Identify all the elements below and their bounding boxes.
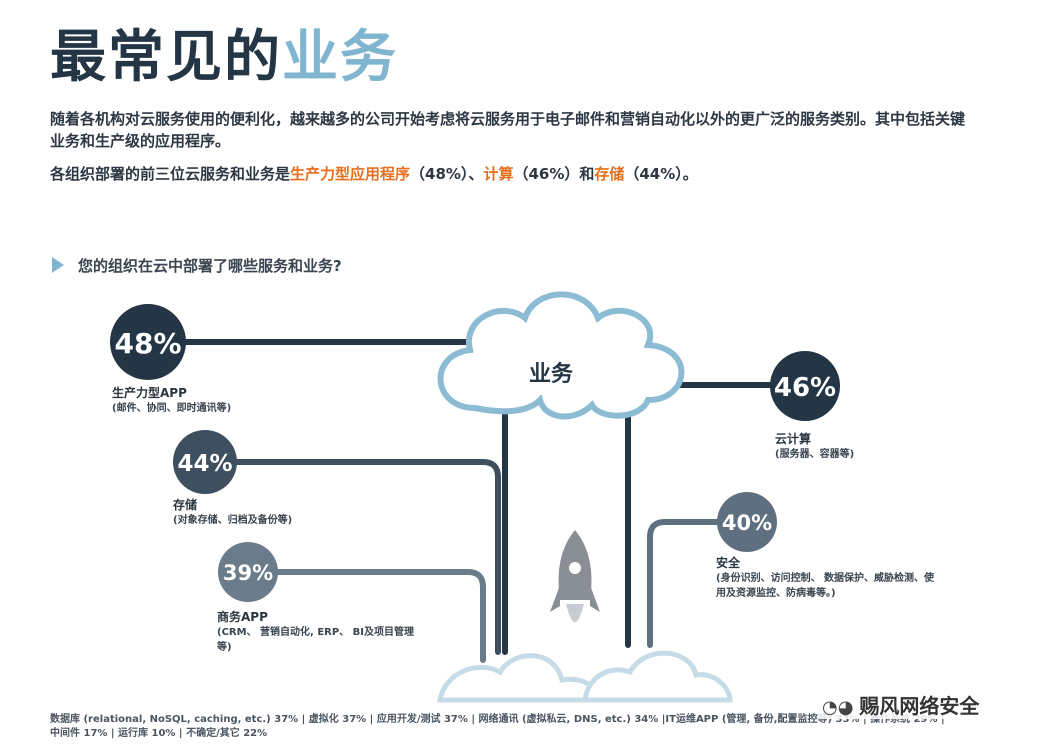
label-storage-name: 存储	[173, 498, 198, 512]
bubble-productivity	[110, 304, 186, 380]
wechat-icon: ◔◕	[822, 697, 854, 718]
summary-prefix: 各组织部署的前三位云服务和业务是	[50, 165, 291, 183]
title-accent: 业务	[282, 25, 398, 90]
label-business: 商务APP (CRM、 营销自动化, ERP、 BI及项目管理等)	[217, 610, 417, 655]
top-three-summary: 各组织部署的前三位云服务和业务是生产力型应用程序（48%）、计算（46%）和存储…	[50, 163, 698, 185]
label-productivity: 生产力型APP (邮件、协同、即时通讯等)	[112, 386, 372, 416]
value-productivity: 48%	[114, 327, 181, 360]
top2-pct: （46%）和	[513, 165, 595, 183]
watermark: ◔◕ 赐风网络安全	[818, 690, 984, 719]
label-security-name: 安全	[716, 556, 741, 570]
bottom-cloud-left	[437, 653, 603, 703]
top1-pct: （48%）、	[410, 165, 484, 183]
bubble-security	[717, 492, 777, 552]
connector-business	[245, 569, 486, 663]
value-compute: 46%	[774, 373, 836, 403]
label-storage-desc: (对象存储、归档及备份等)	[173, 515, 293, 526]
other-services-footer: 数据库 (relational, NoSQL, caching, etc.) 3…	[50, 713, 1010, 741]
rocket-icon	[550, 530, 600, 622]
bottom-cloud-right	[582, 650, 733, 703]
label-security-desc: (身份识别、访问控制、 数据保护、威胁检测、使用及资源监控、防病毒等。)	[716, 573, 935, 599]
value-storage: 44%	[177, 451, 232, 477]
label-security: 安全 (身份识别、访问控制、 数据保护、威胁检测、使用及资源监控、防病毒等。)	[716, 556, 941, 601]
value-security: 40%	[722, 511, 772, 535]
play-triangle-icon	[52, 257, 64, 273]
value-business: 39%	[223, 561, 273, 585]
bubble-compute	[770, 351, 840, 421]
top3-name: 存储	[594, 165, 625, 183]
cloud-label: 业务	[529, 362, 574, 387]
label-productivity-name: 生产力型APP	[112, 386, 187, 400]
page-title: 最常见的业务	[50, 18, 398, 98]
bubble-business	[218, 542, 278, 602]
bubble-storage	[173, 430, 237, 494]
title-main: 最常见的	[50, 25, 282, 90]
label-compute: 云计算 (服务器、容器等)	[775, 432, 975, 462]
label-productivity-desc: (邮件、协同、即时通讯等)	[112, 403, 232, 414]
footer-row-2: 中间件 17% | 运行库 10% | 不确定/其它 22%	[50, 728, 268, 739]
intro-paragraph: 随着各机构对云服务使用的便利化，越来越多的公司开始考虑将云服务用于电子邮件和营销…	[50, 110, 966, 150]
label-storage: 存储 (对象存储、归档及备份等)	[173, 498, 433, 528]
connector-compute	[625, 382, 808, 648]
watermark-text: 赐风网络安全	[859, 694, 980, 718]
label-compute-desc: (服务器、容器等)	[775, 449, 855, 460]
top1-name: 生产力型应用程序	[290, 165, 411, 183]
label-compute-name: 云计算	[775, 432, 812, 446]
cloud-shape	[437, 291, 685, 420]
connector-storage	[202, 459, 501, 655]
top3-pct: （44%）。	[624, 165, 698, 183]
label-business-desc: (CRM、 营销自动化, ERP、 BI及项目管理等)	[217, 627, 415, 653]
connector-security	[647, 519, 750, 648]
footer-row-1: 数据库 (relational, NoSQL, caching, etc.) 3…	[50, 714, 945, 725]
top2-name: 计算	[483, 165, 514, 183]
label-business-name: 商务APP	[217, 610, 268, 624]
question-heading: 您的组织在云中部署了哪些服务和业务?	[52, 256, 342, 276]
question-text: 您的组织在云中部署了哪些服务和业务?	[78, 257, 342, 275]
